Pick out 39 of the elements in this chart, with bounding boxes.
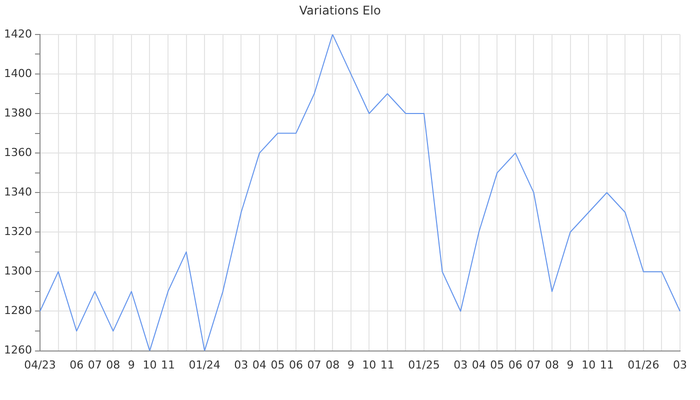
x-tick-label: 05 (270, 358, 285, 372)
x-tick-label: 10 (582, 358, 596, 372)
y-tick-label: 1260 (4, 344, 32, 357)
x-tick-label: 06 (508, 358, 522, 372)
chart-title: Variations Elo (299, 3, 381, 18)
x-tick-label: 08 (545, 358, 559, 372)
x-tick-label: 06 (289, 358, 303, 372)
y-tick-label: 1400 (4, 66, 32, 80)
x-tick-label: 10 (142, 358, 157, 372)
x-tick-label: 9 (128, 358, 135, 372)
x-tick-label: 01/24 (188, 358, 220, 372)
y-tick-label: 1300 (4, 264, 32, 278)
x-tick-label: 9 (347, 358, 354, 372)
x-tick-label: 9 (566, 358, 574, 372)
x-tick-label: 05 (490, 358, 504, 372)
x-tick-label: 03 (454, 358, 468, 372)
x-tick-label: 01/25 (408, 358, 440, 372)
x-tick-label: 01/26 (628, 358, 660, 372)
x-tick-label: 03 (234, 358, 248, 372)
y-tick-label: 1340 (4, 185, 32, 198)
x-tick-label: 11 (600, 358, 614, 372)
x-tick-label: 04/23 (24, 358, 56, 372)
x-tick-label: 08 (326, 358, 340, 372)
y-tick-label: 1380 (4, 106, 32, 120)
x-tick-label: 04 (472, 358, 486, 372)
x-tick-label: 11 (161, 358, 175, 372)
y-tick-label: 1360 (4, 146, 32, 159)
x-tick-label: 08 (106, 358, 120, 372)
x-tick-label: 11 (380, 358, 394, 372)
x-tick-label: 10 (362, 358, 376, 372)
y-tick-label: 1420 (4, 27, 32, 40)
x-tick-label: 07 (307, 358, 322, 372)
y-tick-label: 1280 (4, 304, 32, 318)
y-tick-label: 1320 (4, 225, 32, 238)
x-tick-label: 03 (673, 358, 687, 372)
x-tick-label: 04 (252, 358, 266, 372)
x-tick-label: 07 (526, 358, 541, 372)
x-tick-label: 07 (88, 358, 102, 372)
x-tick-label: 06 (70, 358, 84, 372)
